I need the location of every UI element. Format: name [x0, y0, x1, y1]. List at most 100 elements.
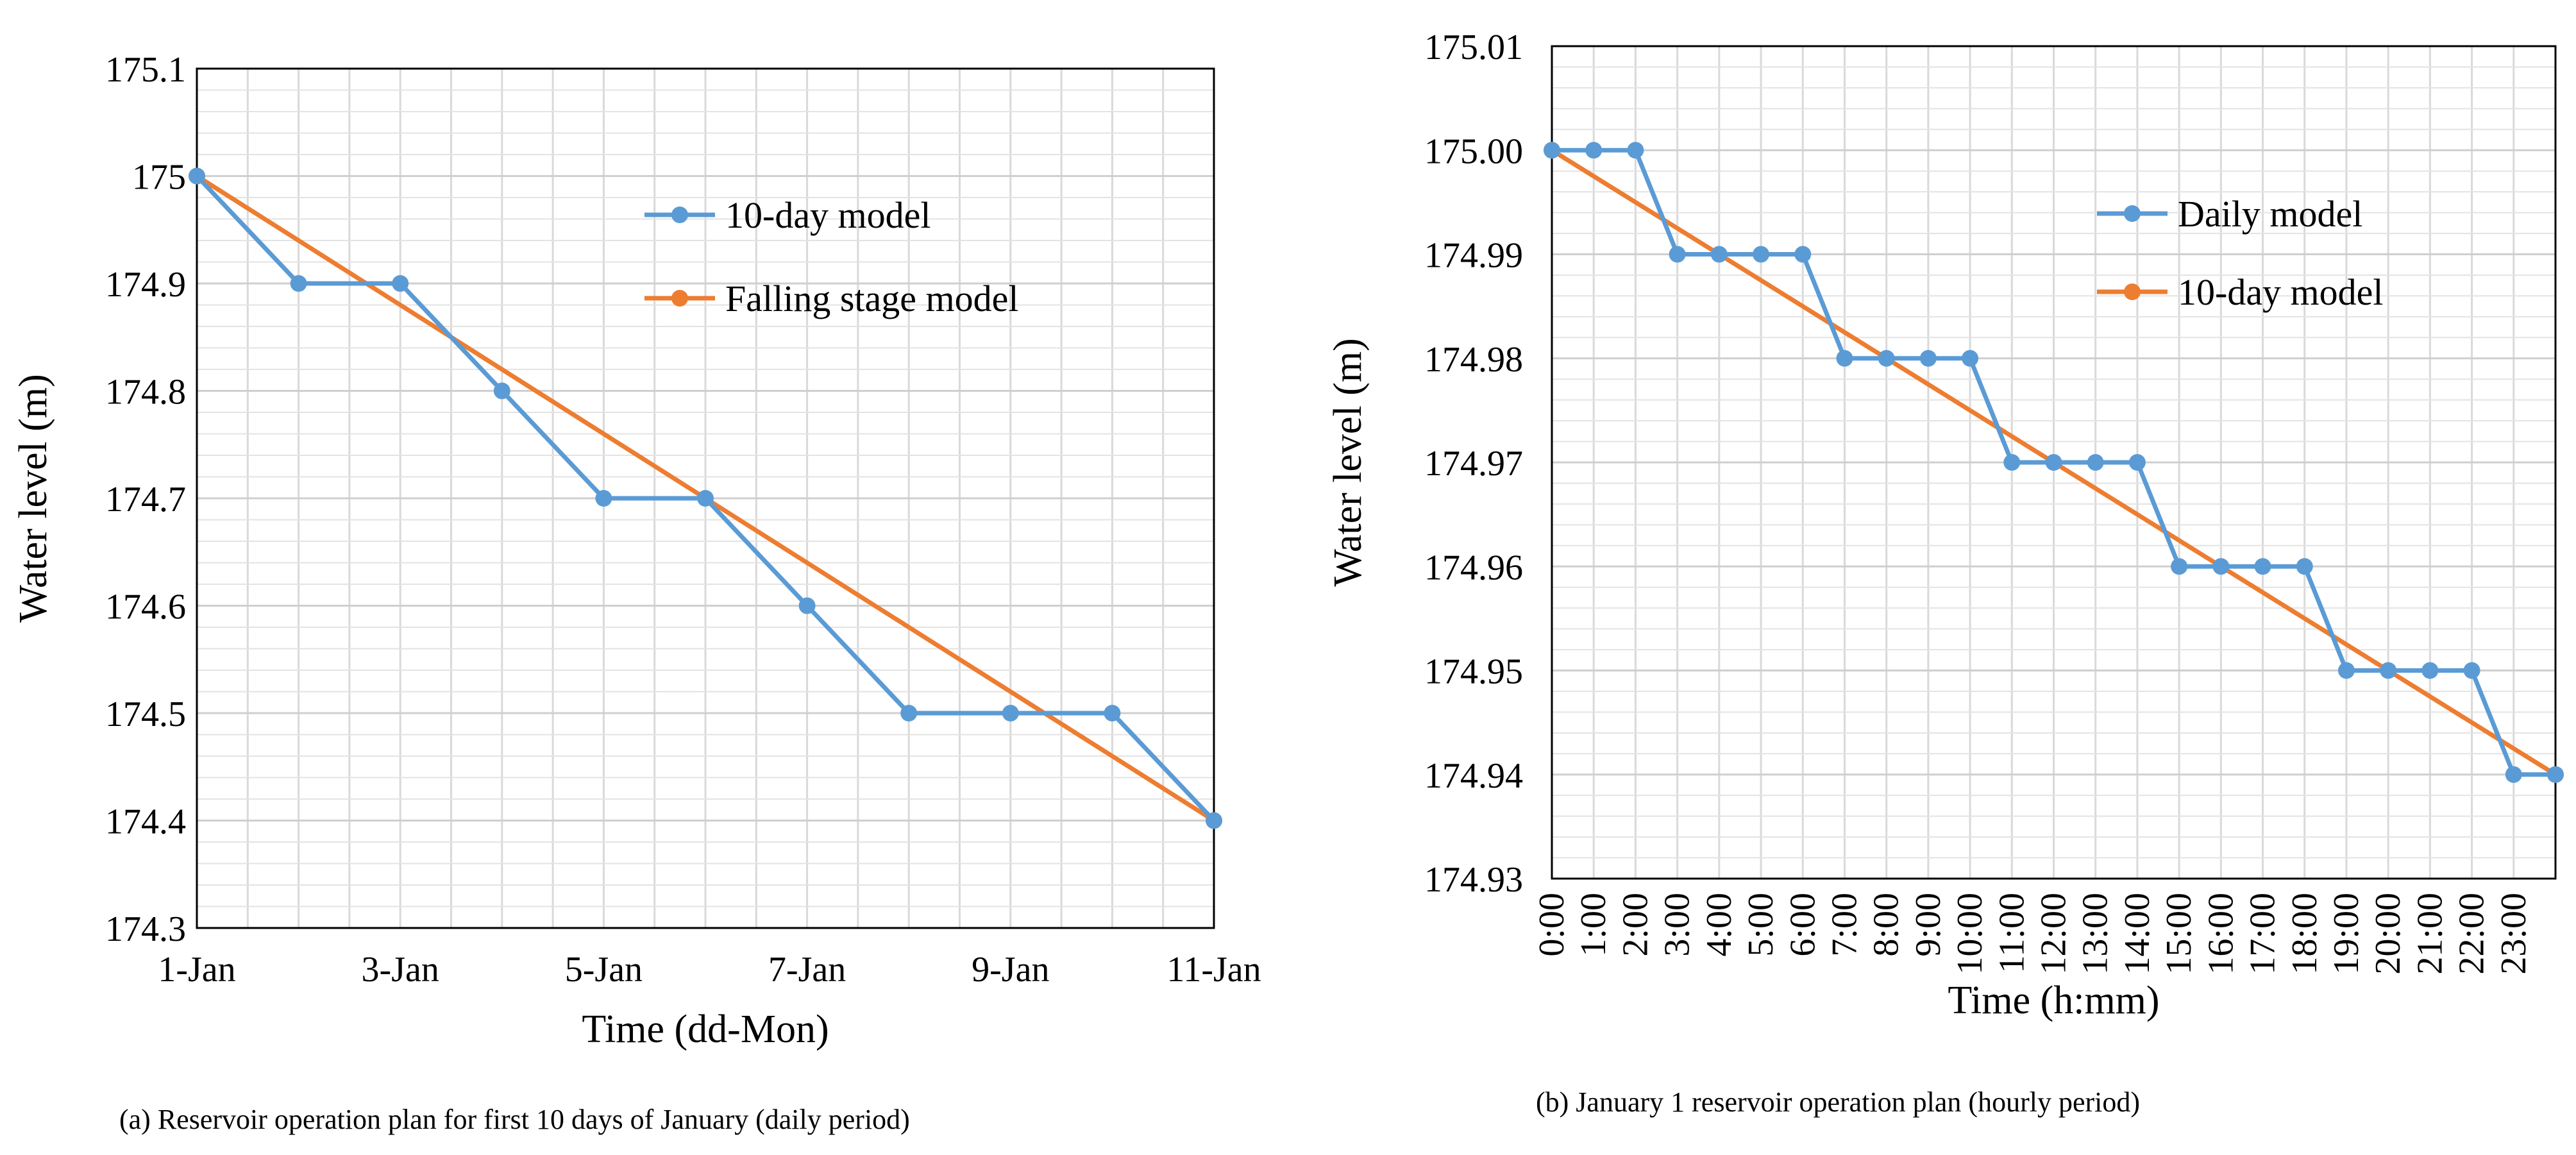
x-tick-label: 8:00: [1867, 893, 1907, 957]
data-point: [1585, 142, 1603, 159]
data-point: [2254, 558, 2271, 575]
x-tick-label: 18:00: [2285, 893, 2325, 975]
data-point: [697, 490, 714, 507]
data-point: [2045, 454, 2062, 471]
x-tick-label: 15:00: [2159, 893, 2199, 975]
x-tick-label: 13:00: [2076, 893, 2116, 975]
x-tick-label: 12:00: [2034, 893, 2074, 975]
legend-label: Falling stage model: [725, 278, 1019, 319]
data-point: [392, 275, 409, 292]
y-tick-label: 174.97: [1424, 444, 1523, 484]
x-tick-label: 2:00: [1615, 893, 1655, 957]
x-tick-label: 3-Jan: [362, 950, 439, 990]
caption: (b) January 1 reservoir operation plan (…: [1536, 1086, 2140, 1118]
y-axis-title: Water level (m): [1326, 338, 1370, 586]
data-point: [2463, 662, 2480, 679]
x-tick-label: 11-Jan: [1166, 950, 1261, 990]
x-tick-label: 19:00: [2327, 893, 2366, 975]
x-tick-label: 10:00: [1950, 893, 1990, 975]
data-point: [1206, 812, 1222, 829]
data-point: [2003, 454, 2021, 471]
data-point: [2087, 454, 2104, 471]
data-point: [2212, 558, 2230, 575]
x-tick-label: 1:00: [1574, 893, 1613, 957]
data-point: [2296, 558, 2313, 575]
x-tick-label: 6:00: [1783, 893, 1823, 957]
x-tick-label: 1-Jan: [158, 950, 235, 990]
data-point: [2337, 662, 2355, 679]
data-point: [493, 382, 510, 400]
legend-marker: [2124, 205, 2141, 222]
y-tick-label: 175.01: [1424, 28, 1523, 67]
y-tick-label: 174.3: [105, 909, 186, 949]
y-tick-label: 174.94: [1424, 756, 1523, 796]
y-tick-label: 174.96: [1424, 548, 1523, 587]
y-axis-title: Water level (m): [12, 374, 55, 622]
data-point: [1753, 246, 1770, 263]
legend-label: 10-day model: [2178, 271, 2384, 313]
x-tick-label: 14:00: [2117, 893, 2157, 975]
chart-b: 174.93 174.94 174.95 174.96 174.97 174.98 174.…: [1326, 28, 2564, 1118]
y-tick-label: 174.98: [1424, 340, 1523, 380]
data-point: [1002, 705, 1019, 721]
plot-frame: [1551, 45, 2557, 880]
x-tick-label: 16:00: [2201, 893, 2241, 975]
x-tick-label: 5:00: [1741, 893, 1781, 957]
x-tick-label: 3:00: [1658, 893, 1697, 957]
x-tick-label: 5-Jan: [565, 950, 643, 990]
x-tick-label: 17:00: [2243, 893, 2283, 975]
x-tick-label: 22:00: [2452, 893, 2492, 975]
x-tick-label: 4:00: [1699, 893, 1739, 957]
data-point: [2547, 766, 2564, 783]
legend-marker: [2124, 283, 2141, 300]
data-point: [290, 275, 307, 292]
y-tick-label: 174.9: [105, 265, 186, 305]
data-point: [798, 597, 816, 614]
y-tick-label: 174.4: [105, 802, 186, 842]
y-tick-label: 174.7: [105, 480, 186, 519]
data-point: [2171, 558, 2188, 575]
x-tick-label: 0:00: [1532, 893, 1572, 957]
data-point: [2380, 662, 2397, 679]
data-point: [1919, 350, 1937, 367]
y-tick-label: 175.00: [1424, 131, 1523, 171]
data-point: [1794, 246, 1812, 263]
legend-marker: [671, 207, 688, 223]
x-tick-label: 21:00: [2410, 893, 2450, 975]
data-point: [1878, 350, 1895, 367]
x-tick-label: 9:00: [1908, 893, 1948, 957]
data-point: [1962, 350, 1979, 367]
y-tick-label: 174.8: [105, 373, 186, 412]
legend-label: 10-day model: [725, 194, 931, 236]
data-point: [2505, 766, 2522, 783]
data-point: [1544, 142, 1560, 159]
x-axis-title: Time (h:mm): [1948, 979, 2159, 1022]
data-point: [1104, 705, 1121, 721]
y-tick-label: 175.1: [105, 50, 186, 90]
data-point: [1710, 246, 1728, 263]
data-point: [2421, 662, 2439, 679]
y-tick-label: 174.93: [1424, 860, 1523, 900]
data-point: [189, 167, 205, 185]
legend-label: Daily model: [2178, 193, 2362, 235]
x-tick-label: 7-Jan: [768, 950, 846, 990]
data-point: [595, 490, 612, 507]
x-tick-label: 11:00: [1992, 893, 2032, 973]
caption: (a) Reservoir operation plan for first 1…: [119, 1104, 910, 1135]
chart-a: 174.3 174.4 174.5 174.6 174.7 174.8 174.9 175 17…: [12, 50, 1261, 1135]
data-point: [1627, 142, 1644, 159]
data-point: [900, 705, 918, 721]
plot-frame: [196, 67, 1215, 929]
y-tick-label: 175: [132, 158, 186, 198]
x-axis-title: Time (dd-Mon): [582, 1007, 829, 1051]
x-tick-label: 23:00: [2494, 893, 2534, 975]
data-point: [1669, 246, 1686, 263]
legend-marker: [671, 290, 688, 307]
x-tick-label: 20:00: [2368, 893, 2408, 975]
data-point: [1836, 350, 1853, 367]
x-tick-label: 7:00: [1824, 893, 1864, 957]
y-tick-label: 174.6: [105, 587, 186, 627]
y-tick-label: 174.99: [1424, 236, 1523, 276]
y-tick-label: 174.95: [1424, 652, 1523, 692]
